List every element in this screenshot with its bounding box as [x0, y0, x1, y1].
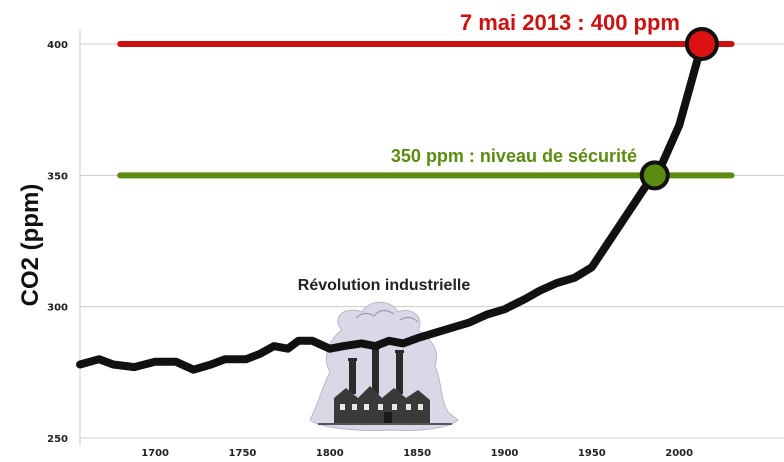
- x-tick-label: 2000: [665, 448, 693, 459]
- y-tick-label: 300: [47, 303, 68, 314]
- x-tick-labels: 1700 1750 1800 1850 1900 1950 2000: [141, 448, 693, 459]
- x-tick-label: 1750: [229, 448, 257, 459]
- x-tick-label: 1700: [141, 448, 169, 459]
- x-tick-label: 1850: [403, 448, 431, 459]
- data-marker: [639, 160, 670, 191]
- y-tick-label: 350: [47, 171, 68, 182]
- data-marker: [684, 27, 719, 61]
- factory-icon: [309, 301, 459, 431]
- annotations: 7 mai 2013 : 400 ppm 350 ppm : niveau de …: [298, 10, 680, 294]
- reference-lines: [117, 41, 735, 179]
- annotation-label: Révolution industrielle: [298, 277, 471, 294]
- x-tick-label: 1800: [316, 448, 344, 459]
- x-tick-label: 1950: [578, 448, 606, 459]
- y-tick-labels: 250 300 350 400: [47, 40, 68, 445]
- reference-line-label: 350 ppm : niveau de sécurité: [391, 146, 637, 166]
- y-tick-label: 250: [47, 434, 68, 445]
- reference-line-label: 7 mai 2013 : 400 ppm: [460, 10, 680, 35]
- data-series: [76, 40, 706, 374]
- y-axis-label: CO2 (ppm): [17, 184, 44, 307]
- markers: [639, 27, 719, 191]
- x-tick-label: 1900: [491, 448, 519, 459]
- y-tick-label: 400: [47, 40, 68, 51]
- co2-series-line: [76, 40, 706, 374]
